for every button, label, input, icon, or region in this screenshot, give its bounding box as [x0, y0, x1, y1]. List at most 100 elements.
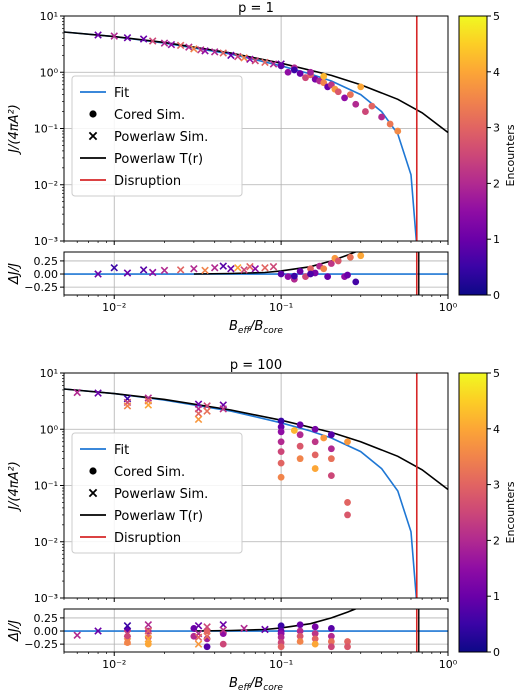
- cored-point: [327, 632, 335, 640]
- colorbar: 0 1 2 3 4 5 Encounters: [458, 10, 517, 302]
- legend-swatch-cross: [88, 131, 98, 141]
- y-tick-label: 10⁰: [40, 423, 59, 436]
- cored-point: [386, 120, 394, 128]
- panel-2: p = 100 10⁻² 10⁻¹ 10⁰ 10⁻³ 10⁻² 10⁻¹ 10⁰ 10¹ 0.25…: [7, 358, 517, 690]
- colorbar-tick-label: 0: [493, 646, 500, 659]
- powerlaw-point: [201, 266, 209, 275]
- cored-point: [277, 643, 285, 651]
- cored-point: [344, 643, 351, 651]
- chart-title: p = 100: [230, 358, 282, 373]
- cored-point: [320, 265, 328, 273]
- powerlaw-point: [210, 48, 219, 56]
- powerlaw-point: [269, 60, 278, 68]
- panel-1: p = 1 10⁻² 10⁻¹ 10⁰ 10⁻³ 10⁻² 10⁻¹ 10⁰ 10¹ 0.250.…: [7, 1, 517, 336]
- cored-point: [307, 270, 314, 278]
- cored-point: [203, 643, 211, 651]
- cored-point: [311, 425, 319, 433]
- powerlaw-point: [246, 262, 254, 271]
- cored-point: [277, 428, 285, 436]
- powerlaw-point: [240, 624, 248, 633]
- cored-point: [277, 473, 285, 481]
- powerlaw-point: [190, 265, 198, 273]
- powerlaw-point: [203, 623, 211, 631]
- cored-point: [327, 472, 335, 479]
- legend-box: [71, 432, 243, 554]
- cored-point: [344, 511, 351, 519]
- legend-label: Powerlaw T(r): [114, 152, 203, 167]
- legend-item: Fit: [80, 443, 129, 458]
- powerlaw-point: [110, 32, 119, 40]
- powerlaw-point: [261, 58, 269, 67]
- legend-item: Powerlaw T(r): [80, 152, 203, 167]
- legend-label: Powerlaw Sim.: [114, 130, 208, 145]
- cored-point: [277, 622, 285, 630]
- legend-item: Disruption: [80, 531, 181, 546]
- residual-plot-area: [64, 609, 448, 652]
- cored-point: [311, 623, 319, 631]
- legend-item: Cored Sim.: [89, 465, 185, 480]
- residual-axes-frame: [63, 251, 449, 296]
- cored-point: [307, 265, 314, 273]
- powerlaw-point: [123, 637, 132, 646]
- powerlaw-point: [219, 49, 228, 57]
- cored-point: [290, 272, 298, 280]
- cored-point: [277, 633, 285, 641]
- legend-label: Fit: [114, 86, 129, 101]
- powerlaw-point: [94, 31, 102, 39]
- powerlaw-point: [123, 629, 132, 638]
- powerlaw-point: [203, 632, 211, 641]
- cored-point: [296, 70, 304, 77]
- x-tick-label: 10⁻¹: [269, 658, 293, 671]
- cored-point: [344, 271, 351, 279]
- legend-label: Disruption: [114, 531, 181, 546]
- cored-point: [327, 625, 335, 632]
- colorbar: 0 1 2 3 4 5 Encounters: [458, 367, 517, 659]
- cored-point: [277, 423, 285, 431]
- powerlaw-point: [234, 263, 242, 272]
- powerlaw-point: [73, 631, 81, 639]
- powerlaw-point: [190, 45, 198, 53]
- cored-point: [327, 643, 335, 651]
- colorbar-tick-label: 5: [493, 367, 500, 380]
- cored-point: [311, 465, 319, 472]
- y-tick-label: 10⁻²: [34, 536, 58, 549]
- cored-point: [307, 68, 314, 76]
- residual-powerlaw-curve: [193, 609, 358, 632]
- powerlaw-point: [194, 640, 203, 648]
- legend-label: Cored Sim.: [114, 465, 185, 480]
- powerlaw-point: [123, 402, 132, 410]
- cored-point: [346, 253, 354, 261]
- legend: Fit Cored Sim. Powerlaw Sim. Powerlaw T(r) D…: [71, 432, 243, 554]
- y-tick-label: 10⁻³: [34, 592, 58, 605]
- legend-label: Fit: [114, 443, 129, 458]
- powerlaw-point: [219, 405, 228, 413]
- powerlaw-curve: [64, 388, 448, 491]
- powerlaw-point: [94, 627, 102, 635]
- main-plot-area: [64, 373, 448, 598]
- colorbar-gradient: [458, 15, 488, 296]
- legend-label: Powerlaw Sim.: [114, 487, 208, 502]
- cored-point: [144, 640, 152, 648]
- powerlaw-point: [123, 622, 132, 630]
- cored-point: [277, 270, 285, 278]
- colorbar-tick-label: 2: [493, 177, 500, 190]
- powerlaw-point: [240, 54, 248, 62]
- powerlaw-point: [160, 39, 169, 47]
- powerlaw-point: [269, 262, 278, 271]
- y-tick-label: 10⁻³: [34, 235, 58, 248]
- powerlaw-point: [227, 51, 235, 60]
- legend-swatch-dot: [89, 467, 97, 475]
- cored-point: [357, 83, 365, 91]
- powerlaw-point: [160, 266, 169, 275]
- powerlaw-point: [194, 633, 203, 642]
- powerlaw-point: [94, 270, 102, 278]
- powerlaw-point: [139, 35, 148, 43]
- powerlaw-point: [219, 626, 228, 634]
- cored-point: [284, 273, 292, 281]
- x-axis-label: Beff/Bcore: [229, 319, 283, 336]
- colorbar-tick-label: 4: [493, 66, 500, 79]
- powerlaw-curve: [64, 31, 448, 134]
- cored-point: [378, 113, 385, 121]
- powerlaw-point: [144, 620, 153, 629]
- powerlaw-point: [167, 40, 176, 49]
